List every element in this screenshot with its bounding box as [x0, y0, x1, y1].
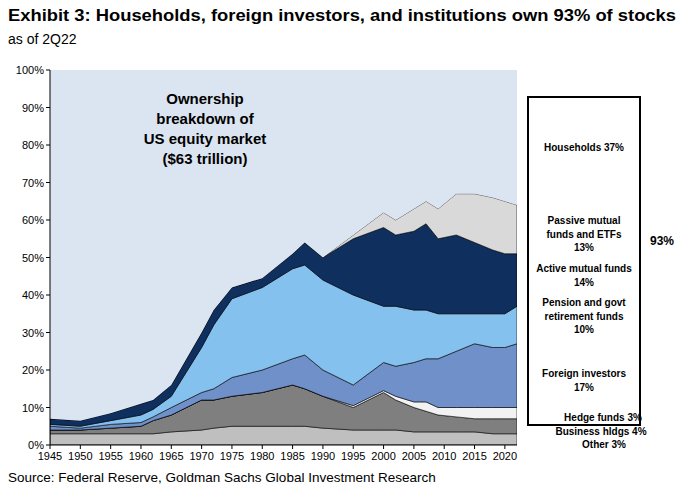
- x-tick-label: 1945: [38, 450, 62, 462]
- title: Exhibit 3: Households, foreign investors…: [8, 6, 676, 25]
- text-line: 93%: [650, 234, 674, 248]
- legend-label: Hedge funds 3%: [564, 412, 642, 423]
- x-tick-label: 1970: [189, 450, 213, 462]
- text-line: 10%: [574, 324, 594, 335]
- y-tick-label: 100%: [16, 64, 44, 76]
- x-tick-label: 1985: [280, 450, 304, 462]
- legend-label: Other 3%: [582, 439, 626, 450]
- x-tick: [262, 445, 263, 449]
- legend-box: [528, 97, 640, 425]
- y-tick-label: 40%: [22, 289, 44, 301]
- plot-area: [50, 70, 517, 445]
- text-line: Ownership: [166, 90, 244, 107]
- y-tick: [46, 182, 50, 183]
- x-tick: [80, 445, 81, 449]
- inner-title: Ownership breakdown of US equity market ($6…: [144, 90, 267, 167]
- x-tick: [171, 445, 172, 449]
- x-tick: [322, 445, 323, 449]
- x-tick-label: 1990: [311, 450, 335, 462]
- text-line: 17%: [574, 382, 594, 393]
- text-line: funds and ETFs: [547, 229, 622, 240]
- text-line: Foreign investors: [542, 368, 626, 379]
- x-tick: [474, 445, 475, 449]
- x-tick-label: 1965: [159, 450, 183, 462]
- x-tick: [231, 445, 232, 449]
- text-line: Business hldgs 4%: [555, 426, 646, 437]
- text-line: Other 3%: [582, 439, 626, 450]
- x-tick-label: 2020: [493, 450, 517, 462]
- x-tick: [353, 445, 354, 449]
- x-tick: [50, 445, 51, 449]
- x-tick-label: 1995: [341, 450, 365, 462]
- y-tick: [46, 107, 50, 108]
- text-line: Hedge funds 3%: [564, 412, 642, 423]
- y-tick: [46, 370, 50, 371]
- x-axis: [50, 445, 517, 446]
- text-line: Passive mutual: [548, 215, 621, 226]
- total-annotation: 93%: [650, 234, 674, 248]
- x-tick-label: 1960: [129, 450, 153, 462]
- text-line: retirement funds: [545, 311, 624, 322]
- y-tick: [46, 220, 50, 221]
- subtitle: as of 2Q22: [8, 31, 77, 47]
- chart: Exhibit 3: Households, foreign investors…: [0, 0, 680, 492]
- text-line: breakdown of: [156, 110, 255, 127]
- legend-label: Active mutual funds 14%: [536, 263, 632, 288]
- x-tick-label: 1950: [68, 450, 92, 462]
- text-line: Active mutual funds: [536, 263, 632, 274]
- y-tick: [46, 445, 50, 446]
- y-tick-label: 90%: [22, 102, 44, 114]
- text-line: Pension and govt: [542, 297, 626, 308]
- y-tick: [46, 407, 50, 408]
- y-tick: [46, 70, 50, 71]
- x-tick-label: 2015: [462, 450, 486, 462]
- legend-label: Passive mutual funds and ETFs 13%: [547, 215, 622, 253]
- x-tick: [444, 445, 445, 449]
- x-tick: [504, 445, 505, 449]
- x-tick-label: 2000: [371, 450, 395, 462]
- x-tick-label: 1975: [220, 450, 244, 462]
- x-tick: [140, 445, 141, 449]
- x-tick: [201, 445, 202, 449]
- text-line: US equity market: [144, 130, 267, 147]
- legend-label: Households 37%: [544, 142, 624, 153]
- x-tick-label: 1955: [98, 450, 122, 462]
- y-tick: [46, 332, 50, 333]
- area: [50, 70, 517, 421]
- y-tick-label: 60%: [22, 214, 44, 226]
- legend-label: Business hldgs 4%: [555, 426, 646, 437]
- text-line: 13%: [574, 242, 594, 253]
- x-tick-label: 2010: [432, 450, 456, 462]
- x-tick: [413, 445, 414, 449]
- y-tick: [46, 145, 50, 146]
- text-line: 14%: [574, 277, 594, 288]
- y-tick: [46, 257, 50, 258]
- x-tick: [383, 445, 384, 449]
- x-tick: [110, 445, 111, 449]
- legend-label: Foreign investors 17%: [542, 368, 626, 393]
- y-tick-label: 20%: [22, 364, 44, 376]
- y-tick-label: 30%: [22, 327, 44, 339]
- x-tick-label: 1980: [250, 450, 274, 462]
- x-tick: [292, 445, 293, 449]
- source: Source: Federal Reserve, Goldman Sachs G…: [8, 470, 436, 485]
- y-tick: [46, 295, 50, 296]
- text-line: ($63 trillion): [162, 150, 247, 167]
- y-tick-label: 80%: [22, 139, 44, 151]
- y-tick-label: 10%: [22, 402, 44, 414]
- x-tick-label: 2005: [402, 450, 426, 462]
- legend-label: Pension and govt retirement funds 10%: [542, 297, 626, 335]
- text-line: Households 37%: [544, 142, 624, 153]
- y-tick-label: 50%: [22, 252, 44, 264]
- y-tick-label: 70%: [22, 177, 44, 189]
